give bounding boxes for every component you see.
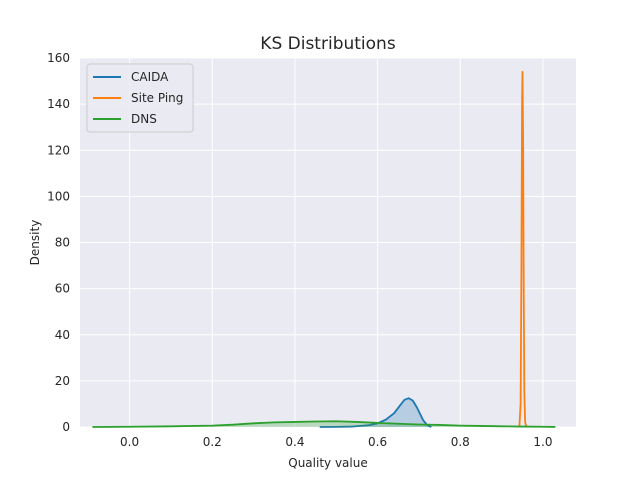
y-tick-label: 120 bbox=[47, 143, 70, 157]
legend-label-caida: CAIDA bbox=[131, 70, 169, 84]
legend: CAIDA Site Ping DNS bbox=[86, 63, 194, 133]
chart-title: KS Distributions bbox=[260, 34, 396, 54]
y-tick-label: 20 bbox=[55, 374, 70, 388]
caida-area bbox=[319, 398, 432, 427]
x-tick-label: 1.0 bbox=[533, 435, 552, 449]
x-tick-label: 0.8 bbox=[451, 435, 470, 449]
site-ping-line bbox=[518, 70, 528, 428]
y-tick-label: 160 bbox=[47, 51, 70, 65]
grid-lines bbox=[80, 57, 576, 428]
x-axis-label: Quality value bbox=[288, 456, 367, 470]
series-layer bbox=[92, 70, 556, 428]
y-tick-label: 40 bbox=[55, 328, 70, 342]
legend-box bbox=[86, 63, 194, 133]
y-tick-label: 0 bbox=[62, 420, 70, 434]
dns-line bbox=[92, 420, 556, 428]
legend-label-dns: DNS bbox=[131, 112, 157, 126]
legend-label-site-ping: Site Ping bbox=[131, 91, 183, 105]
caida-line bbox=[319, 397, 432, 428]
y-tick-label: 100 bbox=[47, 189, 70, 203]
y-axis-label: Density bbox=[28, 220, 42, 266]
x-tick-label: 0.4 bbox=[285, 435, 304, 449]
x-tick-label: 0.2 bbox=[203, 435, 222, 449]
x-tick-label: 0.0 bbox=[120, 435, 139, 449]
y-tick-label: 60 bbox=[55, 282, 70, 296]
x-tick-label: 0.6 bbox=[368, 435, 387, 449]
y-tick-label: 140 bbox=[47, 97, 70, 111]
y-tick-label: 80 bbox=[55, 236, 70, 250]
tick-labels: 0.0 0.2 0.4 0.6 0.8 1.0 0 20 40 60 80 100 120 140 160 bbox=[47, 51, 552, 449]
